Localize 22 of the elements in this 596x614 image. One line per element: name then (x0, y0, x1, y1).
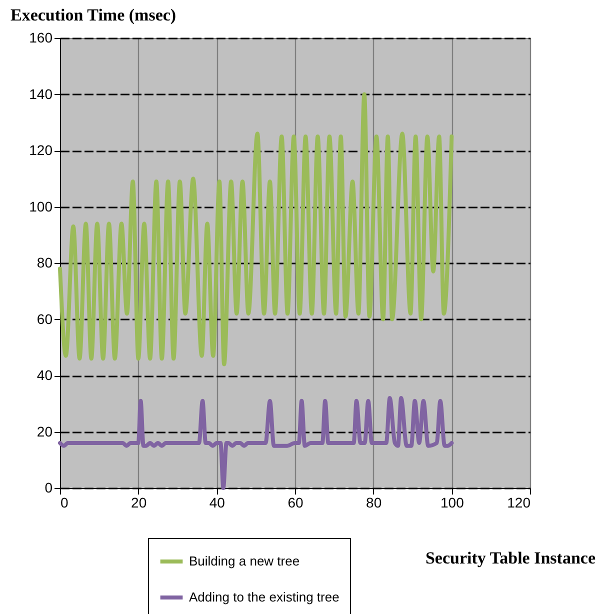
x-tick-label: 0 (60, 494, 68, 510)
line-series (58, 92, 454, 366)
x-tick-label: 100 (440, 494, 464, 510)
x-tick-label: 20 (131, 494, 147, 510)
legend-label: Building a new tree (189, 554, 300, 568)
y-tick-label: 0 (44, 480, 53, 496)
x-tick-label: 120 (507, 494, 531, 510)
y-tick-label: 80 (36, 254, 53, 270)
legend-label: Adding to the existing tree (189, 590, 340, 604)
x-tick-label: 60 (288, 494, 304, 510)
y-tick-label: 120 (29, 142, 53, 158)
x-axis-title: Security Table Instance (425, 548, 596, 568)
y-tick-label: 40 (36, 367, 53, 383)
y-axis-title: Execution Time (msec) (10, 6, 176, 24)
y-tick-label: 60 (36, 310, 53, 327)
x-tick-label: 80 (366, 494, 382, 510)
y-tick-label: 140 (29, 86, 53, 102)
line-series (58, 396, 454, 490)
y-tick-label: 160 (29, 30, 53, 46)
y-tick-label: 100 (29, 198, 53, 214)
x-tick-label: 40 (209, 494, 226, 510)
y-tick-label: 20 (36, 423, 53, 440)
